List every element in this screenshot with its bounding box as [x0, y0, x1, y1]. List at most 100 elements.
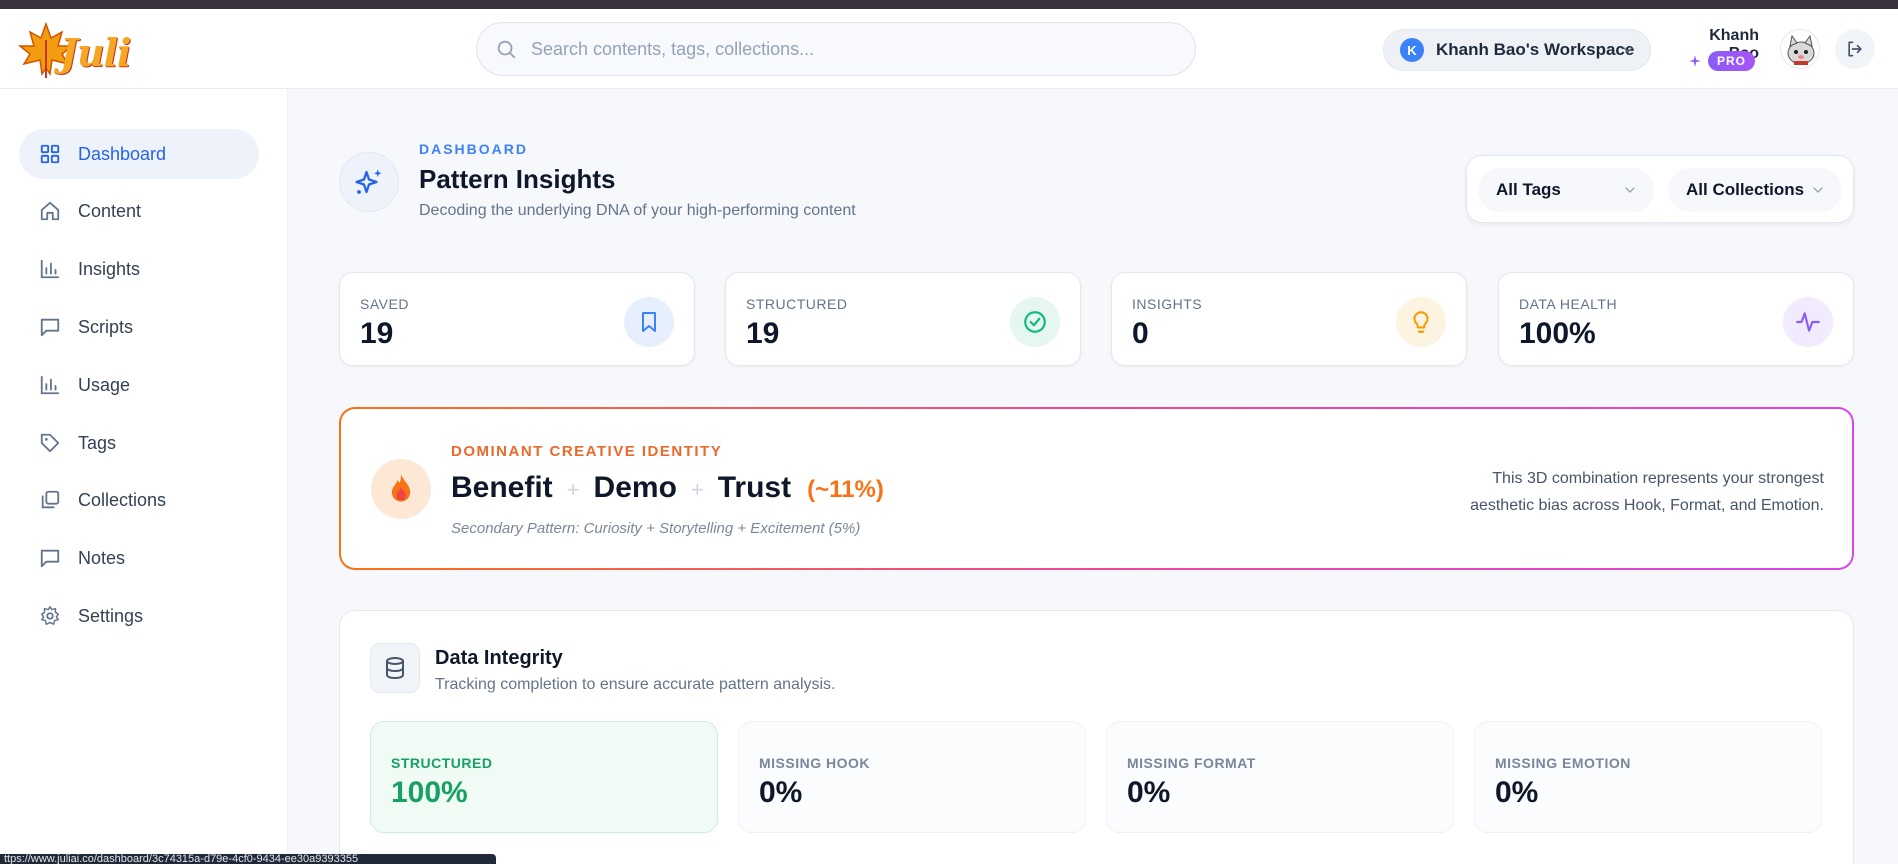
stat-value: 100% — [1519, 317, 1596, 350]
stat-label: SAVED — [360, 296, 409, 312]
sparkle-icon — [1689, 55, 1701, 67]
identity-emotion: Trust — [717, 471, 792, 504]
cat-avatar-icon — [1787, 34, 1815, 65]
identity-note-line: aesthetic bias across Hook, Format, and … — [1470, 497, 1824, 514]
gear-icon — [41, 606, 59, 625]
juli-logo[interactable]: Juli — [16, 20, 131, 78]
database-icon-wrap — [370, 643, 420, 693]
stat-label: INSIGHTS — [1132, 296, 1203, 312]
flame-icon-wrap — [371, 459, 431, 519]
search-bar[interactable] — [476, 22, 1196, 76]
sidebar-item-notes[interactable]: Notes — [19, 533, 259, 583]
integrity-card-value: 0% — [759, 776, 803, 809]
integrity-subtitle: Tracking completion to ensure accurate p… — [435, 676, 836, 693]
stat-card-structured: STRUCTURED 19 — [725, 272, 1081, 366]
logout-button[interactable] — [1835, 29, 1875, 69]
filter-bar: All Tags All Collections — [1466, 155, 1854, 223]
chevron-down-icon — [1625, 187, 1635, 193]
logo-text: Juli — [60, 30, 131, 75]
sidebar-item-label: Tags — [78, 432, 117, 453]
plan-row: PRO — [1688, 51, 1756, 71]
integrity-card-missing-emotion: MISSING EMOTION 0% — [1474, 721, 1822, 833]
page-eyebrow: DASHBOARD — [419, 141, 528, 157]
sidebar-item-label: Insights — [78, 258, 141, 279]
identity-eyebrow: DOMINANT CREATIVE IDENTITY — [451, 443, 723, 460]
identity-combination: Benefit + Demo + Trust (~11%) — [451, 471, 884, 505]
sparkles-icon — [355, 169, 382, 194]
message-square-icon — [40, 549, 60, 568]
flame-icon — [391, 474, 411, 502]
user-avatar[interactable] — [1780, 29, 1820, 69]
sidebar-item-label: Scripts — [78, 316, 134, 337]
integrity-card-label: STRUCTURED — [391, 755, 493, 771]
identity-hook: Benefit — [451, 471, 553, 504]
tags-filter-label: All Tags — [1496, 180, 1561, 199]
page-title: Pattern Insights — [419, 164, 616, 194]
lightbulb-icon — [1413, 311, 1429, 333]
sidebar-item-label: Collections — [78, 489, 167, 510]
workspace-name: Khanh Bao's Workspace — [1436, 40, 1635, 59]
sidebar-item-label: Settings — [78, 605, 144, 626]
tags-filter-dropdown[interactable]: All Tags — [1478, 168, 1654, 212]
bar-chart-icon — [40, 375, 60, 395]
sidebar-item-tags[interactable]: Tags — [19, 418, 259, 468]
integrity-card-missing-format: MISSING FORMAT 0% — [1106, 721, 1454, 833]
identity-format: Demo — [593, 471, 677, 504]
page-icon — [339, 152, 399, 212]
sidebar-item-settings[interactable]: Settings — [19, 591, 259, 641]
stat-value: 19 — [360, 317, 394, 350]
pro-badge: PRO — [1708, 51, 1756, 71]
identity-note-line: This 3D combination represents your stro… — [1492, 470, 1824, 487]
collections-filter-dropdown[interactable]: All Collections — [1668, 168, 1842, 212]
browser-top-strip — [0, 0, 1898, 9]
message-square-icon — [40, 318, 60, 337]
plus-separator: + — [690, 477, 704, 502]
search-input[interactable] — [531, 38, 1131, 60]
integrity-card-structured: STRUCTURED 100% — [370, 721, 718, 833]
stat-card-saved: SAVED 19 — [339, 272, 695, 366]
database-icon — [386, 657, 404, 680]
stat-icon-wrap — [1783, 297, 1833, 347]
bookmark-icon — [642, 312, 656, 332]
identity-percent: (~11%) — [807, 476, 884, 503]
stat-card-insights: INSIGHTS 0 — [1111, 272, 1467, 366]
browser-status-url: ttps://www.juliai.co/dashboard/3c74315a-… — [0, 854, 496, 864]
stat-icon-wrap — [1010, 297, 1060, 347]
integrity-card-value: 0% — [1127, 776, 1171, 809]
sidebar-item-collections[interactable]: Collections — [19, 475, 259, 525]
search-icon — [497, 40, 516, 59]
app-header: Juli K Khanh Bao's Workspace Khanh Bao P… — [0, 9, 1898, 89]
dominant-identity-card: DOMINANT CREATIVE IDENTITY Benefit + Dem… — [339, 407, 1854, 570]
sidebar-item-label: Notes — [78, 547, 126, 568]
workspace-avatar: K — [1400, 38, 1424, 62]
sidebar-item-usage[interactable]: Usage — [19, 360, 259, 410]
integrity-card-missing-hook: MISSING HOOK 0% — [738, 721, 1086, 833]
workspace-switcher[interactable]: K Khanh Bao's Workspace — [1383, 29, 1651, 71]
chevron-down-icon — [1623, 47, 1633, 53]
stat-label: DATA HEALTH — [1519, 296, 1618, 312]
sidebar-item-label: Usage — [78, 374, 131, 395]
stat-label: STRUCTURED — [746, 296, 848, 312]
integrity-card-label: MISSING HOOK — [759, 755, 871, 771]
identity-secondary-pattern: Secondary Pattern: Curiosity + Storytell… — [451, 520, 861, 537]
integrity-card-label: MISSING EMOTION — [1495, 755, 1631, 771]
sidebar: Dashboard Content Insights Scripts Usage — [0, 89, 288, 864]
integrity-title: Data Integrity — [435, 647, 563, 669]
stat-card-data-health: DATA HEALTH 100% — [1498, 272, 1854, 366]
collections-filter-label: All Collections — [1686, 180, 1805, 199]
sidebar-item-insights[interactable]: Insights — [19, 244, 259, 294]
sidebar-item-dashboard[interactable]: Dashboard — [19, 129, 259, 179]
sidebar-item-scripts[interactable]: Scripts — [19, 302, 259, 352]
identity-note: This 3D combination represents your stro… — [1404, 465, 1824, 519]
maple-leaf-icon — [17, 21, 75, 78]
stat-icon-wrap — [624, 297, 674, 347]
sidebar-item-content[interactable]: Content — [19, 186, 259, 236]
stat-value: 0 — [1132, 317, 1149, 350]
plus-separator: + — [566, 477, 580, 502]
bar-chart-icon — [40, 259, 60, 279]
tag-icon — [40, 433, 60, 453]
home-icon — [40, 201, 60, 221]
check-circle-icon — [1024, 311, 1046, 333]
integrity-card-value: 0% — [1495, 776, 1539, 809]
integrity-card-label: MISSING FORMAT — [1127, 755, 1256, 771]
